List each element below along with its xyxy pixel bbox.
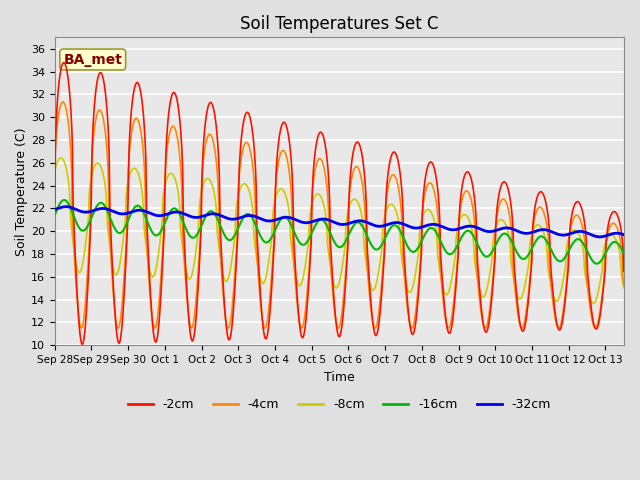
- Legend: -2cm, -4cm, -8cm, -16cm, -32cm: -2cm, -4cm, -8cm, -16cm, -32cm: [122, 393, 556, 416]
- Y-axis label: Soil Temperature (C): Soil Temperature (C): [15, 127, 28, 255]
- Title: Soil Temperatures Set C: Soil Temperatures Set C: [240, 15, 438, 33]
- X-axis label: Time: Time: [324, 371, 355, 384]
- Text: BA_met: BA_met: [63, 52, 122, 67]
